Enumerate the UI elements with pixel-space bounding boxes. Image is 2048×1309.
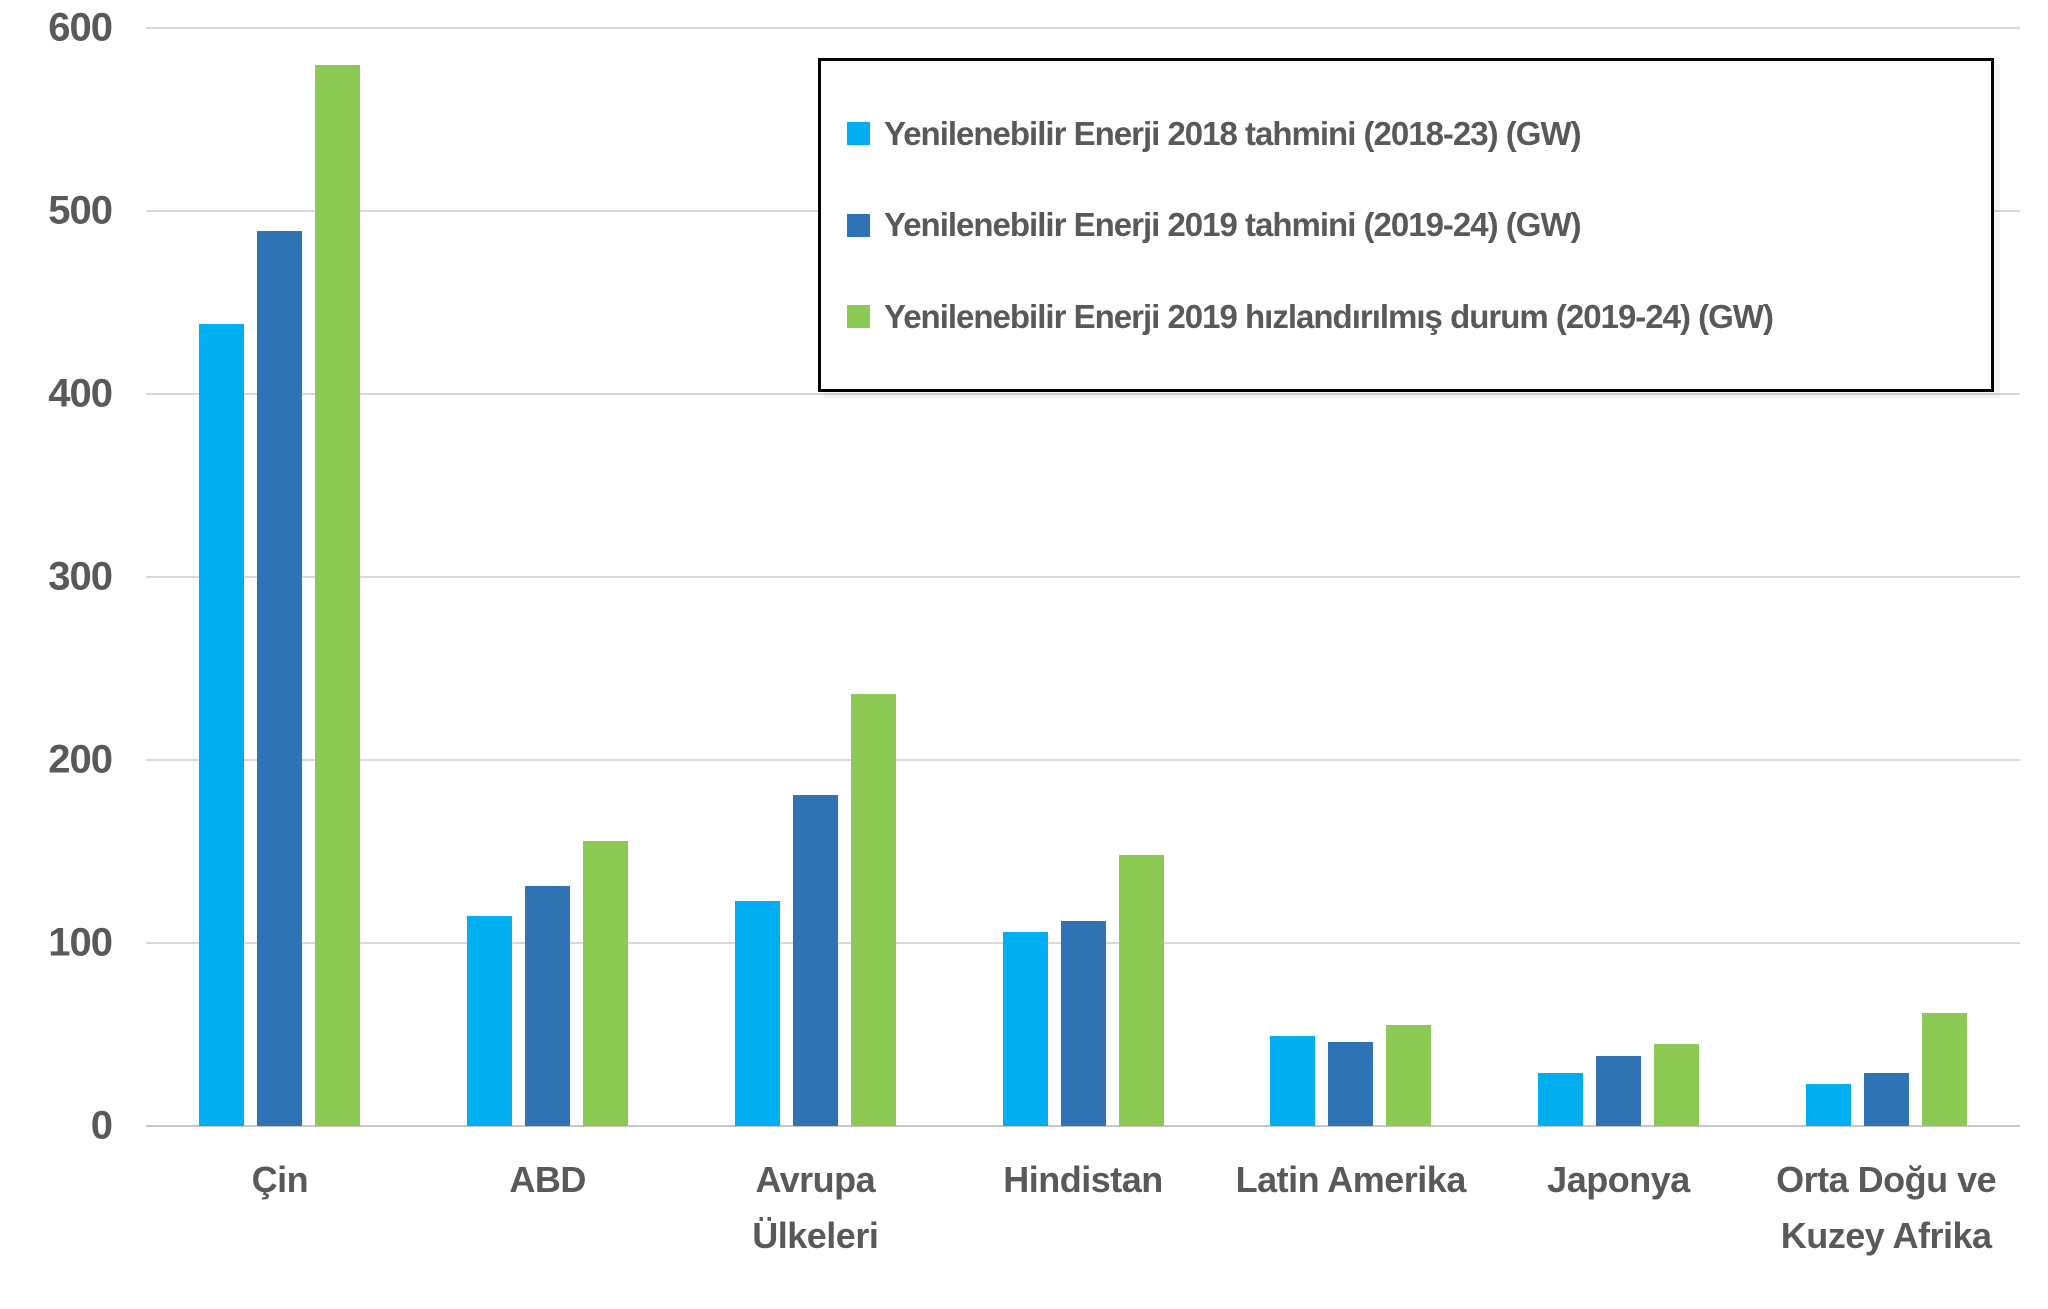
bar-group-0 [146,28,414,1126]
legend-swatch-icon [847,305,870,328]
legend-label: Yenilenebilir Enerji 2019 tahmini (2019-… [884,206,1582,243]
bar-series1-5[interactable] [1537,1072,1583,1126]
y-tick-label-600: 600 [48,5,113,50]
gridline-300 [146,576,2020,578]
x-category-label-4: Latin Amerika [1235,1159,1467,1200]
bar-series2-3[interactable] [1060,921,1106,1126]
x-category-label-1: ABD [509,1159,586,1200]
x-category-label-3: Hindistan [1003,1159,1163,1200]
legend-swatch-icon [847,122,870,145]
bar-group-5 [1485,28,1753,1126]
y-tick-label-200: 200 [48,737,113,782]
bar-series3-0[interactable] [315,64,361,1126]
bar-series2-2[interactable] [792,794,838,1126]
bar-series3-5[interactable] [1653,1043,1699,1126]
gridline-200 [146,759,2020,761]
bar-series3-6[interactable] [1921,1012,1967,1126]
bar-series2-6[interactable] [1863,1072,1909,1126]
legend-label: Yenilenebilir Enerji 2018 tahmini (2018-… [884,114,1582,152]
bar-series3-4[interactable] [1386,1025,1432,1126]
bar-group-2 [681,28,949,1126]
bar-group-3 [949,28,1217,1126]
bars-layer [146,28,2020,1126]
x-category-label-6: Orta Doğu ve Kuzey Afrika [1776,1159,1997,1256]
bar-group-6 [1752,28,2020,1126]
bar-series1-6[interactable] [1805,1083,1851,1126]
x-axis-line [146,1125,2020,1127]
legend-item-0[interactable]: Yenilenebilir Enerji 2018 tahmini (2018-… [847,115,1991,153]
x-category-label-0: Çin [251,1159,309,1200]
legend-label: Yenilenebilir Enerji 2019 hızlandırılmış… [884,297,1774,335]
legend-item-1[interactable]: Yenilenebilir Enerji 2019 tahmini (2019-… [847,206,1991,244]
legend-item-2[interactable]: Yenilenebilir Enerji 2019 hızlandırılmış… [847,298,1991,336]
y-tick-label-500: 500 [48,188,113,233]
bar-series2-0[interactable] [257,231,303,1126]
y-tick-label-400: 400 [48,371,113,416]
legend-swatch-icon [847,213,870,237]
bar-series1-4[interactable] [1270,1036,1316,1126]
y-tick-label-300: 300 [48,554,113,599]
x-axis: Çin ABD Avrupa Ülkeleri Hindistan Latin Amer… [146,1126,2020,1264]
plot-area [146,27,2020,1127]
bar-series3-1[interactable] [583,840,629,1126]
bar-series2-4[interactable] [1328,1041,1374,1126]
x-category-label-2: Avrupa Ülkeleri [752,1159,879,1256]
bar-series1-3[interactable] [1002,932,1048,1126]
legend: Yenilenebilir Enerji 2018 tahmini (2018-… [818,58,1994,392]
bar-group-4 [1217,28,1485,1126]
bar-series2-5[interactable] [1595,1056,1641,1126]
bar-series1-1[interactable] [467,915,513,1126]
bar-series1-2[interactable] [734,900,780,1126]
y-tick-label-0: 0 [90,1103,113,1148]
bar-group-1 [414,28,682,1126]
gridline-600 [146,27,2020,29]
x-category-label-5: Japonya [1547,1159,1690,1200]
y-tick-label-100: 100 [48,920,113,965]
bar-series3-2[interactable] [850,694,896,1126]
bar-series3-3[interactable] [1118,855,1164,1126]
bar-series2-1[interactable] [525,886,571,1126]
bar-series1-0[interactable] [199,324,245,1126]
y-axis: 0 100 200 300 400 500 600 [0,6,113,1148]
gridline-400 [146,393,2020,395]
